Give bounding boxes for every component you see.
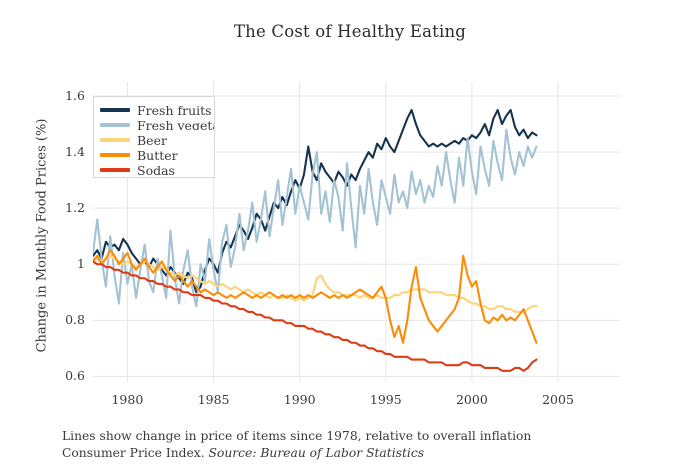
x-tick-label: 2000 bbox=[455, 392, 488, 407]
legend-item[interactable]: Sodas bbox=[94, 160, 214, 175]
chart-legend: Fresh fruits Fresh vegetab Beer Butter Sodas bbox=[93, 96, 215, 178]
legend-item-label: Fresh vegetab bbox=[137, 118, 214, 130]
series-line-sodas bbox=[93, 260, 538, 372]
y-tick-label: 0.6 bbox=[65, 368, 85, 384]
legend-swatch-icon bbox=[100, 107, 130, 112]
legend-swatch-icon bbox=[100, 122, 130, 127]
x-tick-label: 1990 bbox=[283, 392, 316, 407]
legend-item[interactable]: Fresh vegetab bbox=[94, 115, 214, 130]
legend-item[interactable]: Fresh fruits bbox=[94, 100, 214, 115]
y-tick-label: 1.6 bbox=[65, 88, 85, 103]
legend-item-label: Beer bbox=[137, 133, 167, 145]
caption-source: Source: Bureau of Labor Statistics bbox=[208, 445, 425, 460]
legend-swatch-icon bbox=[100, 167, 130, 172]
y-axis-ticks: 0.6 0.8 1 1.2 1.4 1.6 bbox=[23, 82, 85, 384]
legend-item-label: Butter bbox=[137, 148, 178, 160]
chart-caption: Lines show change in price of items sinc… bbox=[62, 428, 662, 461]
legend-item-label: Sodas bbox=[137, 163, 175, 175]
page-title: The Cost of Healthy Eating bbox=[233, 22, 467, 41]
y-tick-label: 0.8 bbox=[65, 312, 85, 328]
legend-item[interactable]: Beer bbox=[94, 130, 214, 145]
legend-swatch-icon bbox=[100, 137, 130, 142]
caption-line-1: Lines show change in price of items sinc… bbox=[62, 429, 532, 443]
x-axis-ticks: 1980 1985 1990 1995 2000 2005 bbox=[93, 392, 620, 412]
series-line-butter bbox=[93, 249, 538, 344]
legend-swatch-icon bbox=[100, 152, 130, 157]
x-tick-label: 1980 bbox=[111, 392, 144, 407]
legend-item[interactable]: Butter bbox=[94, 145, 214, 160]
x-tick-label: 1995 bbox=[369, 392, 402, 407]
y-tick-label: 1 bbox=[77, 256, 85, 272]
y-tick-label: 1.4 bbox=[65, 144, 85, 160]
x-tick-label: 1985 bbox=[197, 392, 230, 407]
caption-line-2: Consumer Price Index. Source: Bureau of … bbox=[62, 445, 662, 462]
x-tick-label: 2005 bbox=[542, 392, 574, 407]
caption-line-2-prefix: Consumer Price Index. bbox=[62, 445, 209, 460]
y-tick-label: 1.2 bbox=[65, 200, 85, 216]
legend-item-label: Fresh fruits bbox=[137, 103, 212, 115]
